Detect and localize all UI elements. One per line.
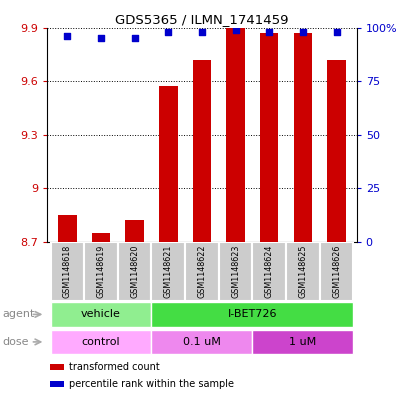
Bar [92,233,110,242]
Point [131,35,137,41]
Point [265,29,272,35]
Bar [218,242,252,301]
Bar [192,60,211,242]
Text: GSM1148619: GSM1148619 [96,244,105,298]
Text: GSM1148623: GSM1148623 [231,244,240,298]
Text: GSM1148620: GSM1148620 [130,244,139,298]
Text: vehicle: vehicle [81,309,121,320]
Bar [259,33,278,242]
Text: transformed count: transformed count [69,362,159,372]
Text: 1 uM: 1 uM [288,337,316,347]
Bar [50,381,64,387]
Bar [285,242,319,301]
Text: GSM1148625: GSM1148625 [298,244,307,298]
Bar [50,329,151,354]
Text: GSM1148624: GSM1148624 [264,244,273,298]
Bar [252,242,285,301]
Point [333,29,339,35]
Point [198,29,205,35]
Point [299,29,306,35]
Text: I-BET726: I-BET726 [227,309,276,320]
Bar [184,242,218,301]
Point [97,35,104,41]
Bar [50,242,84,301]
Bar [151,242,184,301]
Text: 0.1 uM: 0.1 uM [182,337,220,347]
Bar [58,215,76,242]
Text: percentile rank within the sample: percentile rank within the sample [69,379,233,389]
Bar [226,28,244,242]
Title: GDS5365 / ILMN_1741459: GDS5365 / ILMN_1741459 [115,13,288,26]
Bar [159,86,177,242]
Point [232,26,238,33]
Text: agent: agent [2,309,34,320]
Bar [151,302,353,327]
Text: dose: dose [2,337,29,347]
Bar [319,242,353,301]
Bar [151,329,252,354]
Bar [50,364,64,370]
Text: GSM1148622: GSM1148622 [197,244,206,298]
Point [164,29,171,35]
Text: control: control [81,337,120,347]
Bar [84,242,117,301]
Bar [125,220,144,242]
Bar [252,329,353,354]
Bar [117,242,151,301]
Bar [326,60,345,242]
Text: GSM1148618: GSM1148618 [63,244,72,298]
Text: GSM1148626: GSM1148626 [331,244,340,298]
Point [64,33,70,39]
Text: GSM1148621: GSM1148621 [163,244,172,298]
Bar [293,33,311,242]
Bar [50,302,151,327]
